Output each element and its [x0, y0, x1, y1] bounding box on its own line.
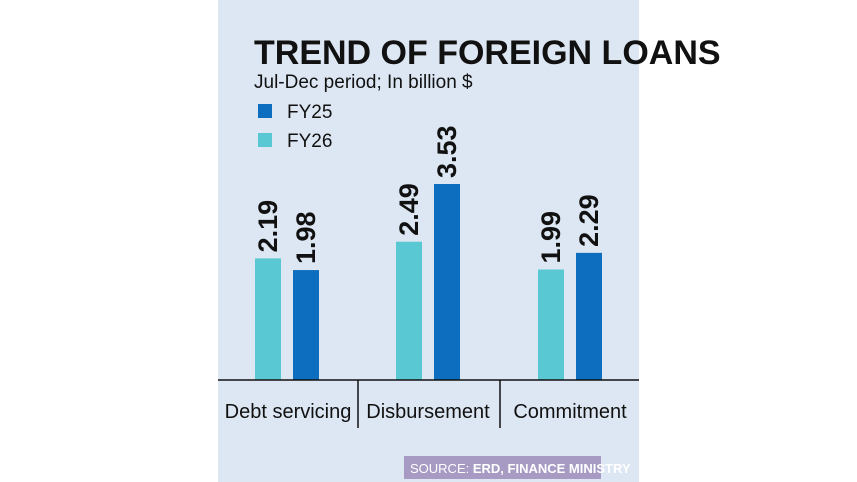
- source-background: [404, 456, 601, 479]
- category-label: Debt servicing: [225, 401, 352, 423]
- chart-subtitle: Jul-Dec period; In billion $: [254, 72, 473, 93]
- bar-fy25: [434, 184, 460, 380]
- source-text: SOURCE: ERD, FINANCE MINISTRY: [410, 461, 631, 476]
- source-name: ERD, FINANCE MINISTRY: [473, 461, 631, 476]
- chart-panel: [218, 0, 639, 482]
- legend-label-fy25: FY25: [287, 102, 332, 123]
- value-label: 2.19: [253, 200, 283, 253]
- bar-fy26: [396, 241, 422, 380]
- bars: [255, 184, 602, 380]
- bar-fy25: [576, 252, 602, 380]
- chart-title: TREND OF FOREIGN LOANS: [254, 34, 721, 72]
- value-label: 1.99: [536, 211, 566, 264]
- source-badge: SOURCE: ERD, FINANCE MINISTRY: [404, 456, 631, 479]
- value-label: 2.49: [394, 183, 424, 236]
- legend: FY25 FY26: [258, 102, 332, 152]
- value-labels: 2.19 1.98 2.49 3.53 1.99 2.29: [253, 125, 604, 264]
- legend-swatch-fy26: [258, 133, 272, 147]
- value-label: 3.53: [432, 125, 462, 178]
- legend-label-fy26: FY26: [287, 131, 332, 152]
- bar-fy26: [255, 258, 281, 380]
- source-prefix: SOURCE:: [410, 461, 473, 476]
- category-label: Commitment: [513, 401, 627, 423]
- bar-fy25: [293, 270, 319, 380]
- legend-swatch-fy25: [258, 104, 272, 118]
- category-label: Disbursement: [366, 401, 490, 423]
- bar-fy26: [538, 269, 564, 380]
- value-label: 2.29: [574, 194, 604, 247]
- category-labels: Debt servicing Disbursement Commitment: [225, 401, 627, 423]
- value-label: 1.98: [291, 211, 321, 264]
